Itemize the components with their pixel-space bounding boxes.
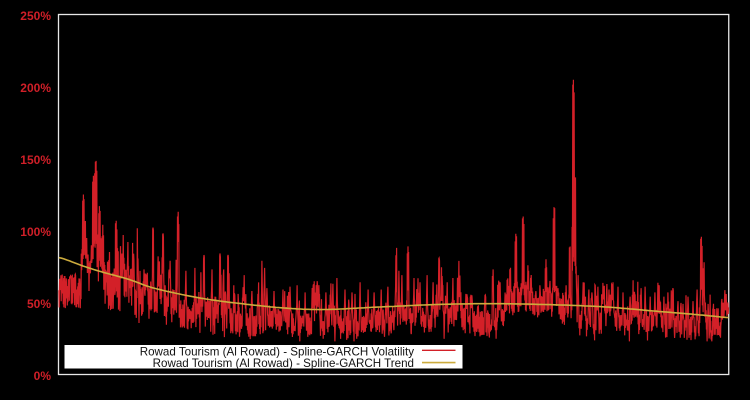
svg-text:Rowad Tourism (Al Rowad) - Spl: Rowad Tourism (Al Rowad) - Spline-GARCH … [140, 345, 414, 358]
svg-text:Rowad Tourism (Al Rowad) - Spl: Rowad Tourism (Al Rowad) - Spline-GARCH … [153, 357, 414, 370]
